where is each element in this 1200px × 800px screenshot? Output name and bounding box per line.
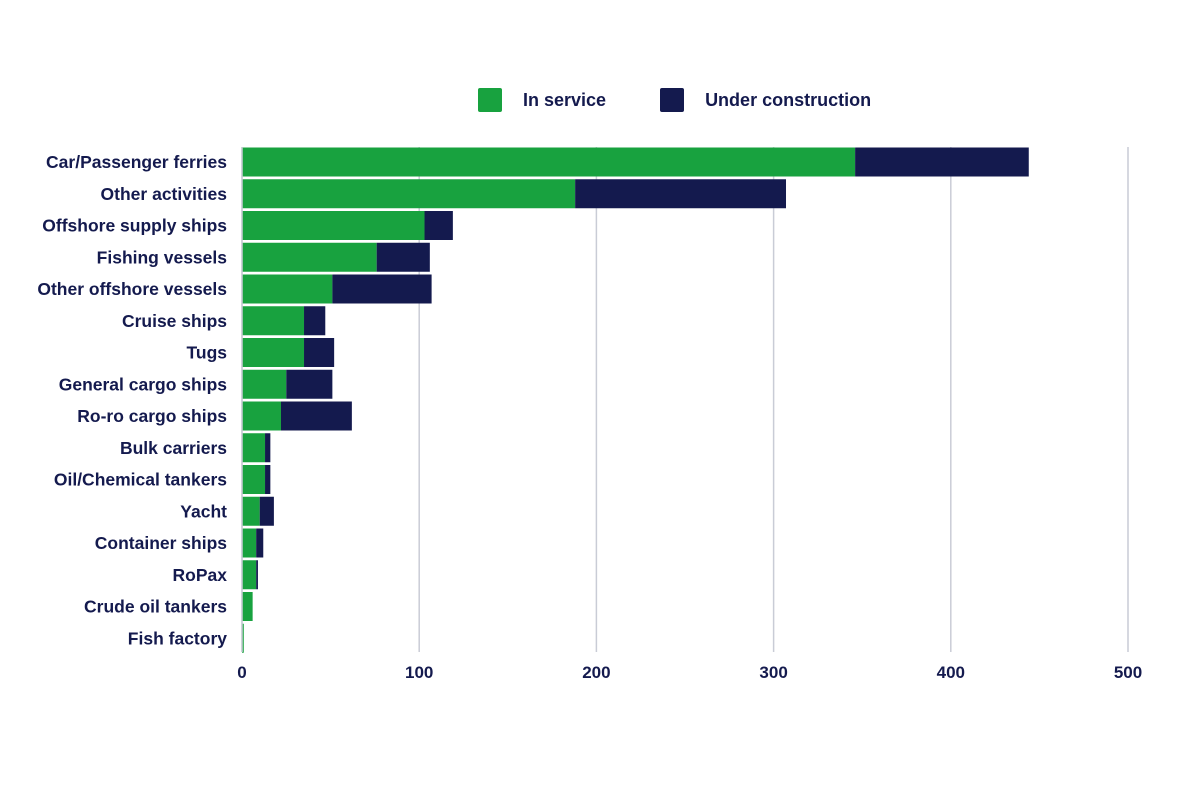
category-label: Bulk carriers — [120, 438, 227, 458]
bar-under-construction — [424, 211, 453, 240]
bars-layer — [242, 147, 1029, 653]
bar-in-service — [242, 433, 266, 463]
legend-label-under-construction: Under construction — [705, 89, 872, 110]
bar-under-construction — [256, 560, 258, 590]
bar-under-construction — [280, 401, 352, 431]
bar-in-service — [242, 338, 305, 367]
legend-swatch-in-service — [478, 88, 502, 112]
bar-under-construction — [265, 433, 271, 463]
category-label: RoPax — [173, 565, 228, 585]
bar-under-construction — [259, 496, 274, 526]
x-tick-label: 200 — [582, 663, 610, 682]
category-label: Oil/Chemical tankers — [54, 470, 227, 490]
axis-layer: 0 100 200 300 400 500 Car/Passenger ferries Oth… — [37, 147, 1142, 682]
category-label: Tugs — [186, 343, 227, 363]
bar-in-service — [242, 274, 333, 304]
category-label: Offshore supply ships — [42, 216, 227, 236]
category-label: Yacht — [180, 501, 227, 521]
legend-swatch-under-construction — [660, 88, 685, 112]
bar-under-construction — [265, 465, 271, 494]
bar-under-construction — [304, 306, 326, 336]
bar-in-service — [242, 147, 856, 177]
legend-item-in-service: In service — [478, 88, 606, 112]
bar-in-service — [242, 465, 266, 494]
bar-in-service — [242, 496, 260, 526]
bar-in-service — [242, 592, 253, 621]
category-label: Fish factory — [128, 628, 227, 648]
x-tick-label: 400 — [937, 663, 965, 682]
category-label: Container ships — [95, 533, 228, 553]
category-label: Other offshore vessels — [37, 279, 227, 299]
bar-in-service — [242, 528, 257, 558]
legend-label-in-service: In service — [523, 89, 607, 110]
category-label: Cruise ships — [122, 311, 227, 331]
x-tick-label: 100 — [405, 663, 433, 682]
legend: In service Under construction — [478, 88, 925, 112]
bar-under-construction — [286, 369, 333, 399]
bar-in-service — [242, 401, 281, 431]
bar-in-service — [242, 623, 244, 653]
bar-under-construction — [575, 179, 787, 209]
x-tick-label: 0 — [237, 663, 246, 682]
x-tick-label: 300 — [759, 663, 787, 682]
bar-in-service — [242, 306, 305, 336]
category-label: Other activities — [101, 184, 228, 204]
category-label: Ro-ro cargo ships — [77, 406, 227, 426]
bar-under-construction — [855, 147, 1029, 177]
x-tick-label: 500 — [1114, 663, 1142, 682]
bar-in-service — [242, 179, 576, 209]
bar-in-service — [242, 369, 287, 399]
bar-under-construction — [332, 274, 432, 304]
legend-item-under-construction: Under construction — [660, 88, 871, 112]
category-label: Crude oil tankers — [84, 597, 227, 617]
bar-in-service — [242, 211, 425, 240]
category-label: Car/Passenger ferries — [46, 152, 227, 172]
bar-under-construction — [376, 242, 430, 272]
category-label: General cargo ships — [59, 374, 228, 394]
bar-in-service — [242, 242, 377, 272]
bar-under-construction — [256, 528, 264, 558]
bar-under-construction — [304, 338, 335, 367]
category-label: Fishing vessels — [97, 247, 228, 267]
bar-in-service — [242, 560, 257, 590]
